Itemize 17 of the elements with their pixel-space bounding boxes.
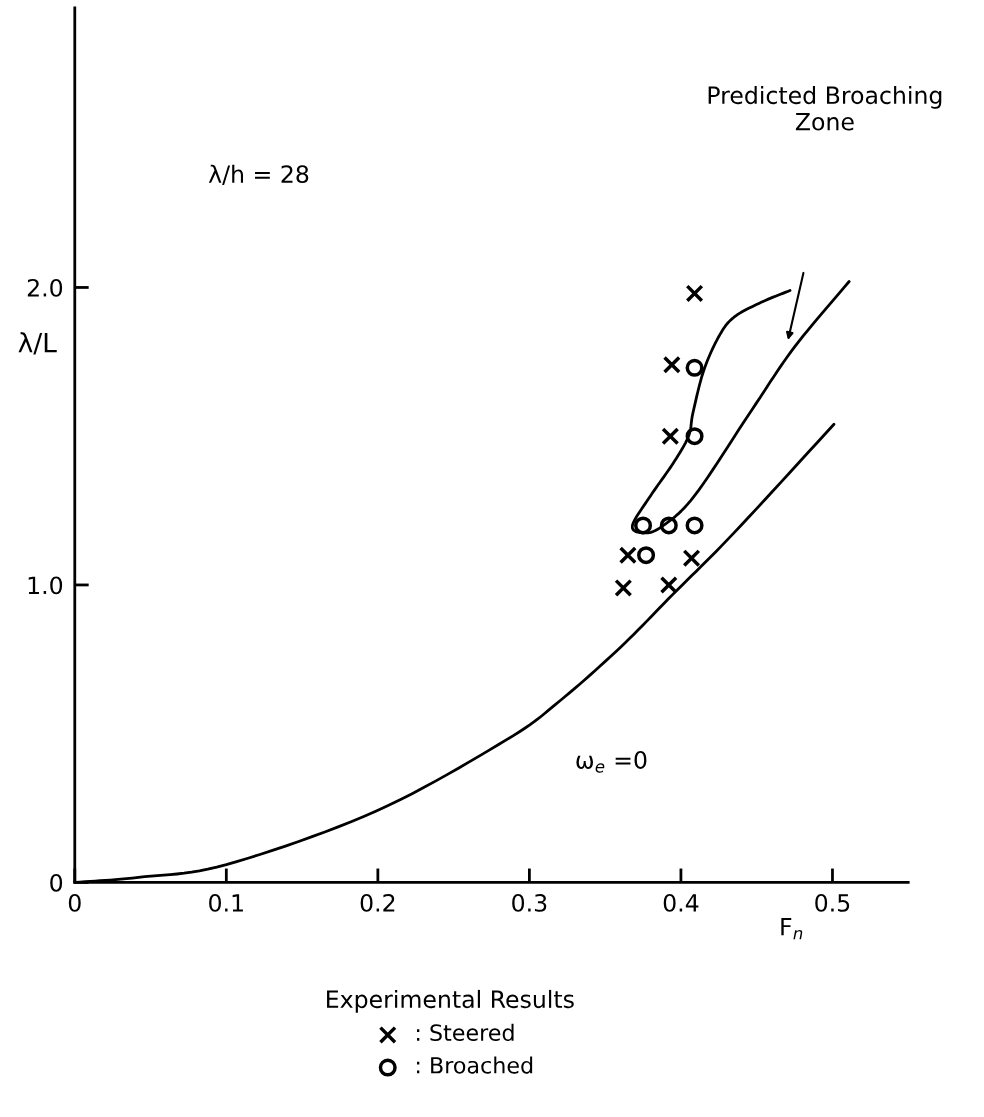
x-axis-title: F$_{n}$ — [781, 918, 803, 940]
x-tick-label: 0.1 — [209, 893, 243, 912]
annotation: ω$_{e}$ =0 — [576, 751, 647, 773]
legend-title: Experimental Results — [327, 989, 574, 1013]
legend-label: : Steered — [417, 1023, 514, 1042]
annotation: Predicted Broaching Zone — [708, 85, 942, 131]
y-axis-title: λ/L — [18, 332, 57, 355]
y-tick-label: 2.0 — [27, 278, 63, 297]
y-tick-label: 0 — [50, 873, 63, 892]
legend-label: : Broached — [417, 1056, 533, 1074]
x-tick-label: 0.4 — [663, 893, 699, 912]
x-tick-label: 0.2 — [360, 893, 395, 912]
y-tick-label: 1.0 — [28, 576, 63, 595]
x-tick-label: 0 — [68, 893, 81, 912]
x-tick-label: 0.3 — [512, 893, 547, 912]
annotation: λ/h = 28 — [208, 164, 309, 185]
x-tick-label: 0.5 — [815, 893, 850, 912]
